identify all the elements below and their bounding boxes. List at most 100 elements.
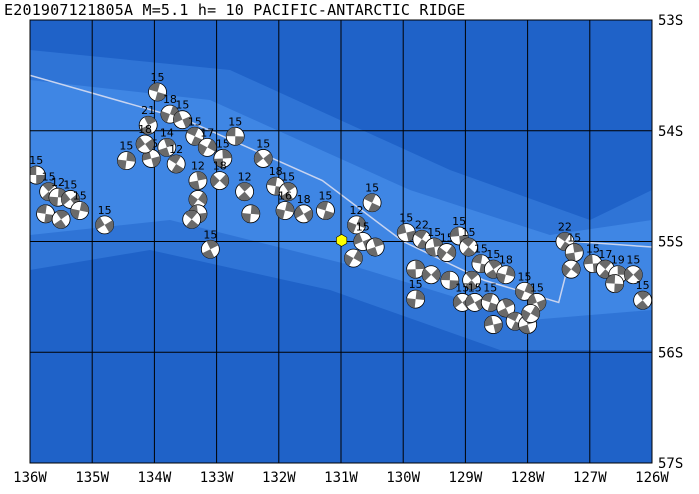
beachball-compression-quadrant xyxy=(353,233,363,245)
focal-mechanism xyxy=(51,209,71,229)
focal-mechanism xyxy=(605,274,625,293)
longitude-tick-label: 128W xyxy=(511,470,545,486)
beachball-compression-quadrant xyxy=(316,201,329,211)
beachball-compression-quadrant xyxy=(117,159,127,170)
mechanism-depth-label: 15 xyxy=(29,154,43,167)
beachball-compression-quadrant xyxy=(497,307,510,317)
beachball-compression-quadrant xyxy=(210,174,220,188)
beachball-compression-quadrant xyxy=(42,182,56,192)
beachball-compression-quadrant xyxy=(79,201,89,213)
mechanism-depth-label: 12 xyxy=(350,204,364,217)
beachball-compression-quadrant xyxy=(453,295,463,308)
beachball-compression-quadrant xyxy=(182,116,192,128)
longitude-tick-label: 131W xyxy=(324,470,358,486)
beachball-compression-quadrant xyxy=(565,252,576,262)
mechanism-depth-label: 15 xyxy=(636,279,650,292)
beachball-compression-quadrant xyxy=(450,227,460,237)
beachball-compression-quadrant xyxy=(414,230,427,240)
longitude-tick-label: 130W xyxy=(386,470,420,486)
beachball-compression-quadrant xyxy=(347,221,357,234)
mechanism-depth-label: 15 xyxy=(626,254,640,267)
beachball-compression-quadrant xyxy=(53,219,67,229)
beachball-compression-quadrant xyxy=(502,298,514,308)
longitude-tick-label: 135W xyxy=(75,470,109,486)
latitude-tick-labels: 53S 54S 55S 56S 57S xyxy=(658,13,683,472)
beachball-compression-quadrant xyxy=(158,147,170,157)
beachball-compression-quadrant xyxy=(48,196,58,207)
beachball-compression-quadrant xyxy=(250,204,260,215)
beachball-compression-quadrant xyxy=(55,210,69,220)
beachball-compression-quadrant xyxy=(530,305,540,318)
mechanism-depth-label: 15 xyxy=(468,281,482,294)
beachball-compression-quadrant xyxy=(126,151,136,162)
beachball-compression-quadrant xyxy=(283,182,296,192)
mechanism-depth-label: 15 xyxy=(455,281,469,294)
mechanism-depth-label: 15 xyxy=(228,115,242,128)
beachball-compression-quadrant xyxy=(368,202,381,212)
beachball-compression-quadrant xyxy=(70,208,80,220)
longitude-tick-label: 134W xyxy=(138,470,172,486)
beachball-compression-quadrant xyxy=(485,269,499,279)
beachball-compression-quadrant xyxy=(263,152,273,166)
beachball-compression-quadrant xyxy=(425,247,436,257)
beachball-compression-quadrant xyxy=(136,136,146,150)
mechanism-depth-label: 15 xyxy=(517,270,531,283)
beachball-compression-quadrant xyxy=(155,91,167,101)
beachball-compression-quadrant xyxy=(168,154,181,164)
beachball-compression-quadrant xyxy=(431,268,441,282)
longitude-tick-label: 126W xyxy=(635,470,669,486)
focal-mechanism: 15 xyxy=(185,115,205,146)
focal-mechanism: 15 xyxy=(465,281,485,312)
mechanism-depth-label: 22 xyxy=(415,218,429,231)
focal-mechanism: 12 xyxy=(235,171,254,202)
mechanism-depth-label: 15 xyxy=(42,171,56,184)
beachball-compression-quadrant xyxy=(185,219,199,229)
focal-mechanism xyxy=(521,304,541,323)
focal-mechanism: 15 xyxy=(437,232,457,262)
beachball-compression-quadrant xyxy=(507,312,520,322)
focal-mechanism: 15 xyxy=(564,232,584,262)
beachball-compression-quadrant xyxy=(406,269,416,279)
beachball-compression-quadrant xyxy=(173,111,183,124)
beachball-compression-quadrant xyxy=(184,210,198,220)
beachball-compression-quadrant xyxy=(344,253,354,266)
beachball-compression-quadrant xyxy=(30,166,37,176)
beachball-compression-quadrant xyxy=(186,127,199,137)
beachball-compression-quadrant xyxy=(237,191,251,201)
focal-mechanism: 21 xyxy=(138,104,158,135)
focal-mechanism: 15 xyxy=(406,278,426,309)
beachball-compression-quadrant xyxy=(521,308,531,322)
beachball-compression-quadrant xyxy=(198,143,208,156)
beachball-compression-quadrant xyxy=(95,217,105,230)
mechanism-depth-label: 15 xyxy=(409,278,423,291)
beachball-compression-quadrant xyxy=(363,193,376,203)
beachball-compression-quadrant xyxy=(488,260,501,270)
mechanism-depth-label: 15 xyxy=(318,189,332,202)
beachball-compression-quadrant xyxy=(353,250,363,263)
mechanism-depth-label: 18 xyxy=(499,254,513,267)
beachball-compression-quadrant xyxy=(515,287,525,300)
mechanism-depth-label: 15 xyxy=(452,215,466,228)
event-marker-group xyxy=(336,234,348,247)
beachball-compression-quadrant xyxy=(144,116,157,126)
beachball-compression-quadrant xyxy=(207,139,217,152)
focal-mechanism: 15 xyxy=(29,154,46,185)
beachball-compression-quadrant xyxy=(266,177,278,187)
mechanism-depth-label: 17 xyxy=(598,248,612,261)
focal-mechanism: 15 xyxy=(362,182,382,213)
latitude-tick-label: 54S xyxy=(658,124,683,140)
beachball-compression-quadrant xyxy=(366,247,378,257)
focal-mechanism: 15 xyxy=(148,71,167,102)
focal-mechanism xyxy=(440,270,460,290)
beachball-compression-quadrant xyxy=(572,243,584,253)
focal-mechanism: 15 xyxy=(253,137,273,168)
mechanism-depth-label: 22 xyxy=(558,221,572,234)
focal-mechanism: 12 xyxy=(188,160,208,190)
beachball-compression-quadrant xyxy=(562,263,572,277)
mechanism-depth-label: 15 xyxy=(256,137,270,150)
focal-mechanism: 15 xyxy=(117,140,136,171)
focal-mechanism xyxy=(344,248,363,268)
beachball-compression-quadrant xyxy=(571,262,581,275)
beachball-compression-quadrant xyxy=(614,283,624,293)
